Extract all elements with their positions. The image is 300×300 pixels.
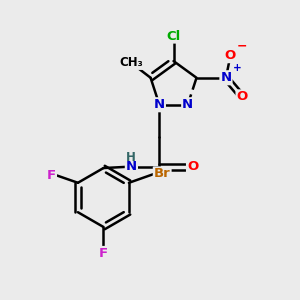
Text: N: N xyxy=(182,98,193,111)
Text: −: − xyxy=(237,39,247,52)
Text: O: O xyxy=(225,49,236,62)
Text: O: O xyxy=(236,90,248,104)
Text: N: N xyxy=(154,98,165,111)
Text: Br: Br xyxy=(154,167,171,180)
Text: H: H xyxy=(126,151,136,164)
Text: Cl: Cl xyxy=(167,30,181,43)
Text: +: + xyxy=(232,63,241,73)
Text: F: F xyxy=(47,169,56,182)
Text: F: F xyxy=(99,247,108,260)
Text: O: O xyxy=(187,160,198,173)
Text: N: N xyxy=(220,71,232,84)
Text: CH₃: CH₃ xyxy=(119,56,142,69)
Text: N: N xyxy=(126,160,137,173)
